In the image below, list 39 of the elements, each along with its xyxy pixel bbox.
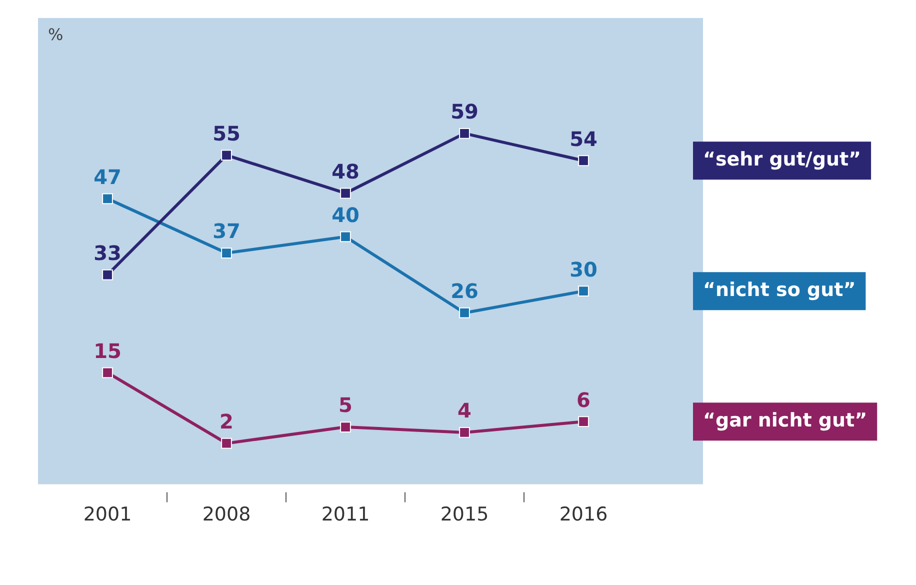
point bbox=[578, 416, 589, 428]
point bbox=[459, 427, 470, 438]
data-label: 26 bbox=[450, 279, 478, 304]
data-label: 33 bbox=[94, 240, 122, 265]
data-label: 40 bbox=[332, 202, 360, 227]
point bbox=[340, 422, 351, 432]
point bbox=[102, 193, 113, 204]
data-label: 48 bbox=[332, 159, 360, 184]
text: % bbox=[48, 25, 64, 44]
point bbox=[459, 128, 470, 139]
point bbox=[578, 155, 589, 166]
point bbox=[340, 188, 351, 199]
x-tick-label: 2016 bbox=[559, 504, 608, 526]
data-label: 37 bbox=[212, 219, 240, 244]
point bbox=[221, 248, 232, 258]
data-label: 5 bbox=[338, 393, 352, 418]
data-label: 4 bbox=[458, 398, 472, 423]
data-label: 15 bbox=[94, 338, 122, 363]
text: “nicht so gut” bbox=[703, 279, 856, 302]
data-label: 6 bbox=[576, 388, 590, 412]
text: “gar nicht gut” bbox=[703, 410, 868, 432]
data-label: 2 bbox=[220, 410, 234, 434]
x-tick-label: 2008 bbox=[202, 504, 251, 526]
data-label: 30 bbox=[570, 257, 598, 282]
point bbox=[221, 438, 232, 449]
x-tick-label: 2015 bbox=[440, 504, 489, 526]
data-label: 47 bbox=[94, 164, 122, 189]
point bbox=[340, 231, 351, 242]
point bbox=[102, 367, 113, 378]
text: “sehr gut/gut” bbox=[703, 148, 862, 171]
point bbox=[459, 307, 470, 318]
x-tick-label: 2001 bbox=[83, 504, 132, 526]
x-tick-label: 2011 bbox=[321, 504, 370, 526]
data-label: 54 bbox=[570, 126, 598, 151]
point bbox=[102, 269, 113, 280]
data-label: 59 bbox=[450, 100, 478, 124]
data-label: 55 bbox=[212, 121, 240, 146]
point bbox=[221, 150, 232, 161]
point bbox=[578, 286, 589, 297]
